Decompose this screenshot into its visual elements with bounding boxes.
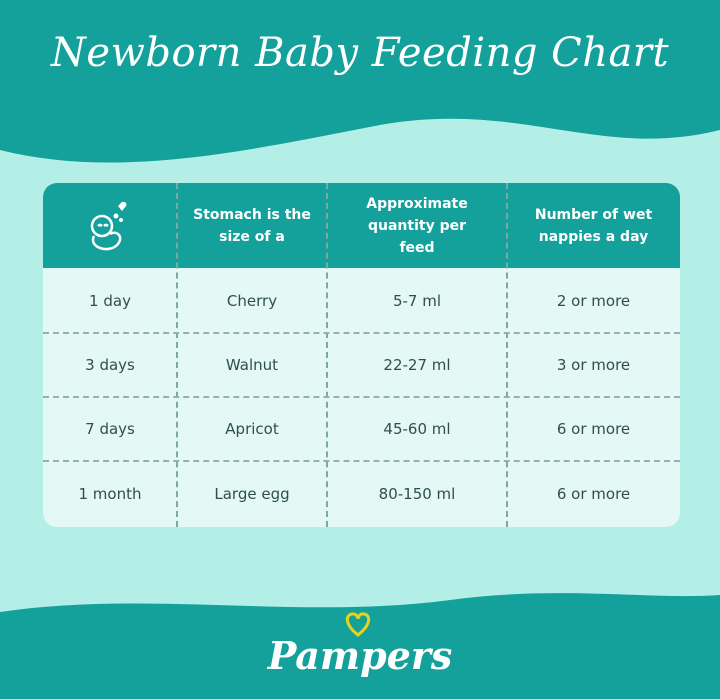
header-band	[0, 0, 720, 163]
row-stomach-size: Apricot	[225, 420, 279, 438]
row-age: 1 month	[78, 485, 142, 503]
row-age: 7 days	[85, 420, 135, 438]
row-wet-nappies: 6 or more	[556, 420, 631, 438]
heart-icon	[345, 612, 371, 637]
table-header	[43, 183, 680, 268]
row-wet-nappies: 3 or more	[556, 356, 631, 374]
row-wet-nappies: 6 or more	[556, 485, 631, 503]
header-stomach-size: Stomach is the size of a	[193, 206, 311, 245]
row-quantity: 5-7 ml	[392, 291, 442, 310]
baby-with-hearts-icon	[43, 183, 177, 268]
row-quantity: 22-27 ml	[383, 356, 451, 374]
column-divider	[176, 183, 178, 527]
row-stomach-size: Cherry	[226, 291, 278, 310]
row-stomach-size: Large egg	[214, 485, 290, 503]
logo-text: Pampers	[267, 633, 453, 678]
row-quantity: 45-60 ml	[383, 420, 451, 438]
pampers-logo: Pampers	[0, 612, 720, 678]
feeding-table: Stomach is the size of a Approximate qua…	[43, 183, 680, 527]
row-wet-nappies: 2 or more	[556, 291, 631, 310]
column-divider	[326, 183, 328, 527]
header-wet-nappies: Number of wet nappies a day	[534, 206, 653, 245]
row-divider	[43, 332, 680, 334]
header-quantity: Approximate quantity per feed	[366, 195, 468, 256]
footer-band	[0, 593, 720, 699]
row-age: 1 day	[89, 291, 131, 310]
row-quantity: 80-150 ml	[378, 485, 456, 503]
row-age: 3 days	[85, 356, 135, 374]
column-divider	[506, 183, 508, 527]
row-stomach-size: Walnut	[225, 356, 279, 374]
row-divider	[43, 396, 680, 398]
row-divider	[43, 460, 680, 462]
page-title: Newborn Baby Feeding Chart	[50, 30, 670, 76]
